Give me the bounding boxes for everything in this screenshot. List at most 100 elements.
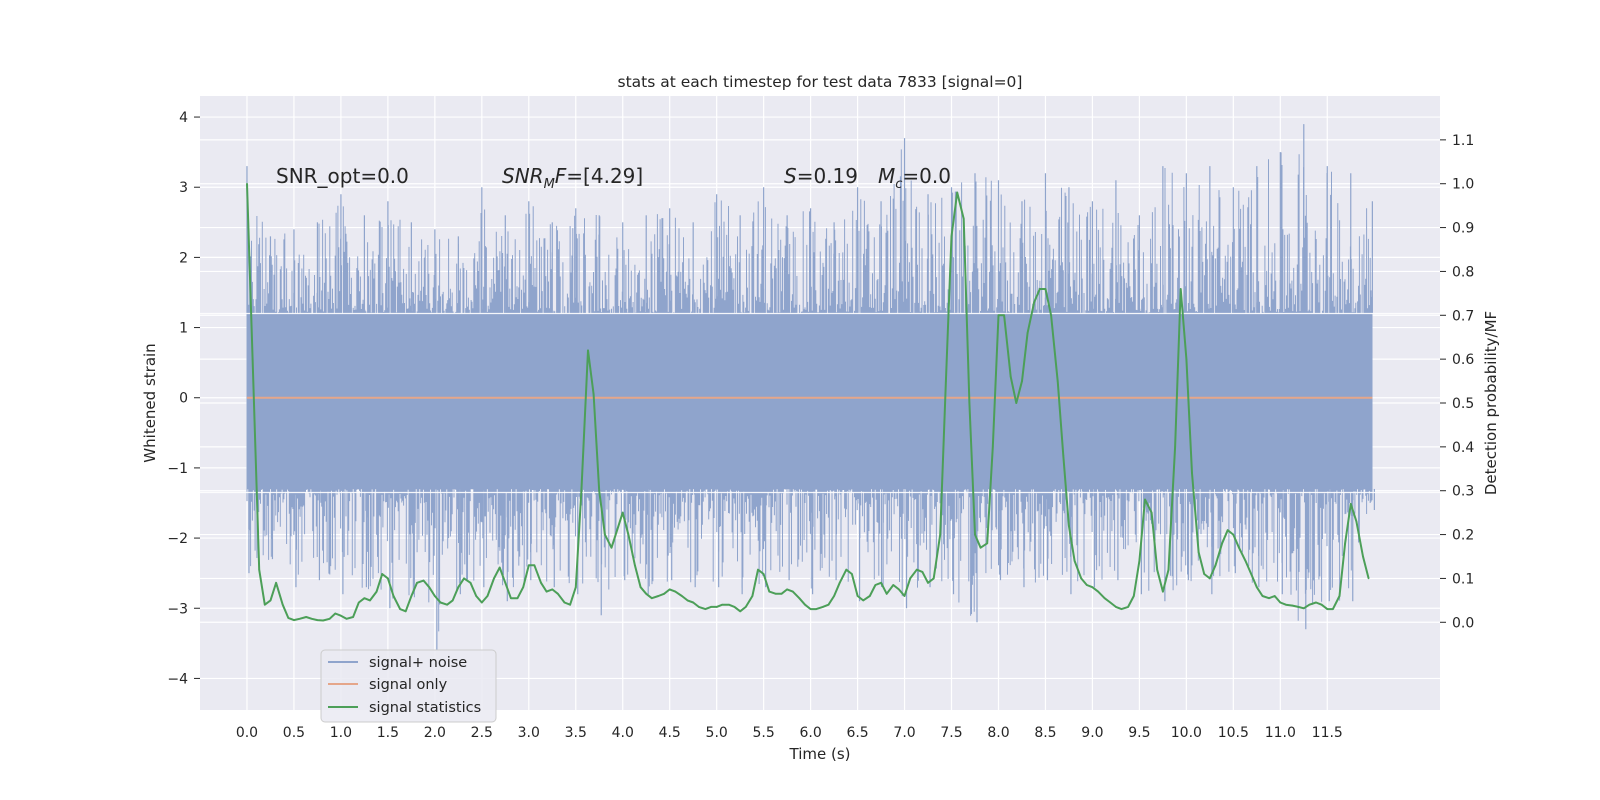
signal-statistics-point [1355, 520, 1358, 523]
signal-statistics-point [387, 577, 389, 580]
signal-statistics-point [569, 603, 571, 606]
signal-statistics-point [974, 533, 976, 536]
snr-mf-sub: M [544, 177, 555, 192]
signal-statistics-point [945, 380, 947, 382]
signal-statistics-point [1332, 608, 1334, 610]
signal-statistics-point [1044, 288, 1047, 290]
x-axis-label: Time (s) [789, 745, 851, 763]
signal-statistics-point [851, 573, 853, 575]
x-tick-label: 8.0 [987, 725, 1009, 741]
x-tick-label: 11.0 [1265, 725, 1296, 741]
signal-statistics-point [681, 595, 683, 597]
signal-statistics-point [833, 595, 835, 597]
signal-statistics-point [762, 573, 765, 575]
y-tick-label-right: 0.2 [1452, 528, 1474, 544]
signal-statistics-point [1315, 601, 1317, 604]
signal-statistics-point [1068, 525, 1070, 527]
signal-statistics-point [1268, 597, 1270, 599]
signal-statistics-point [575, 586, 577, 588]
x-tick-label: 1.0 [330, 725, 352, 741]
signal-statistics-point [1133, 595, 1135, 597]
signal-statistics-point [939, 533, 941, 536]
signal-statistics-point [686, 599, 689, 602]
signal-statistics-point [728, 603, 730, 606]
signal-statistics-point [504, 582, 507, 584]
signal-statistics-point [1238, 546, 1240, 549]
signal-statistics-point [486, 595, 489, 597]
signal-statistics-point [1086, 584, 1088, 586]
signal-statistics-point [1039, 288, 1041, 290]
signal-statistics-point [557, 593, 559, 595]
signal-statistics-point [822, 606, 824, 608]
x-tick-label: 11.5 [1312, 725, 1343, 741]
y-tick-label: −2 [167, 531, 188, 547]
signal-statistics-point [1091, 586, 1094, 588]
signal-statistics-point [246, 182, 248, 185]
y-axis-label-right: Detection probability/MF [1482, 311, 1500, 495]
signal-statistics-point [1308, 603, 1311, 606]
signal-statistics-point [1033, 301, 1035, 303]
signal-statistics-point [375, 590, 378, 593]
signal-statistics-point [1203, 573, 1205, 575]
signal-statistics-point [710, 606, 712, 608]
signal-statistics-point [428, 586, 431, 588]
signal-statistics-point [1226, 529, 1229, 531]
y-tick-label-right: 0.8 [1452, 264, 1474, 280]
signal-statistics-point [657, 595, 660, 597]
y-tick-label-right: 0.5 [1452, 396, 1474, 412]
signal-statistics-point [269, 599, 272, 602]
noise-series [200, 124, 1440, 651]
signal-statistics-point [903, 595, 906, 597]
x-tick-label: 8.5 [1034, 725, 1056, 741]
signal-statistics-point [880, 582, 882, 584]
mc-var: M [878, 164, 895, 188]
signal-statistics-point [1103, 597, 1106, 599]
y-tick-label: 3 [179, 180, 188, 196]
signal-statistics-point [533, 564, 536, 567]
signal-statistics-point [563, 601, 566, 604]
signal-statistics-point [621, 511, 624, 514]
signal-statistics-point [927, 582, 929, 584]
signal-statistics-point [645, 593, 647, 595]
snr-mf-value: =[4.29] [566, 164, 643, 188]
signal-statistics-point [1150, 511, 1153, 514]
signal-statistics-point [598, 489, 600, 492]
x-tick-label: 4.0 [612, 725, 634, 741]
signal-statistics-point [604, 533, 606, 536]
signal-statistics-point [469, 582, 472, 584]
y-tick-label-right: 0.1 [1452, 571, 1474, 587]
signal-statistics-point [1062, 454, 1065, 457]
signal-statistics-point [399, 608, 401, 610]
signal-statistics-point [1080, 577, 1082, 580]
signal-statistics-point [804, 603, 806, 606]
signal-statistics-point [1015, 402, 1018, 404]
signal-statistics-point [916, 568, 918, 571]
x-tick-label: 2.5 [471, 725, 493, 741]
snr-mf-main: SNR [502, 164, 544, 188]
y-tick-label: −3 [167, 601, 188, 617]
signal-statistics-point [1127, 606, 1129, 608]
signal-statistics-point [1214, 564, 1217, 567]
signal-statistics-point [1256, 586, 1258, 588]
ticks: 0.0 0.5 1.0 1.5 2.0 2.5 3.0 3.5 4.0 4.5 5.0 5.5 6.0 6… [167, 110, 1474, 741]
signal-statistics-point [1179, 288, 1182, 290]
signal-statistics-point [1073, 560, 1076, 562]
y-tick-label-right: 0.9 [1452, 221, 1474, 237]
signal-statistics-point [281, 603, 284, 606]
signal-statistics-point [345, 618, 348, 620]
signal-statistics-point [1026, 332, 1029, 334]
signal-statistics-point [739, 610, 741, 613]
signal-statistics-point [446, 603, 448, 606]
signal-statistics-point [751, 595, 754, 597]
signal-statistics-point [545, 590, 548, 593]
x-tick-label: 6.0 [799, 725, 821, 741]
signal-statistics-point [475, 595, 478, 597]
signal-statistics-point [1320, 603, 1323, 606]
signal-statistics-point [1250, 573, 1252, 575]
y-tick-label-right: 0.6 [1452, 352, 1474, 368]
signal-statistics-point [1279, 601, 1282, 604]
signal-statistics-point [932, 577, 935, 580]
signal-statistics-point [1273, 595, 1276, 597]
signal-statistics-point [258, 568, 261, 571]
signal-statistics-point [1350, 503, 1352, 505]
